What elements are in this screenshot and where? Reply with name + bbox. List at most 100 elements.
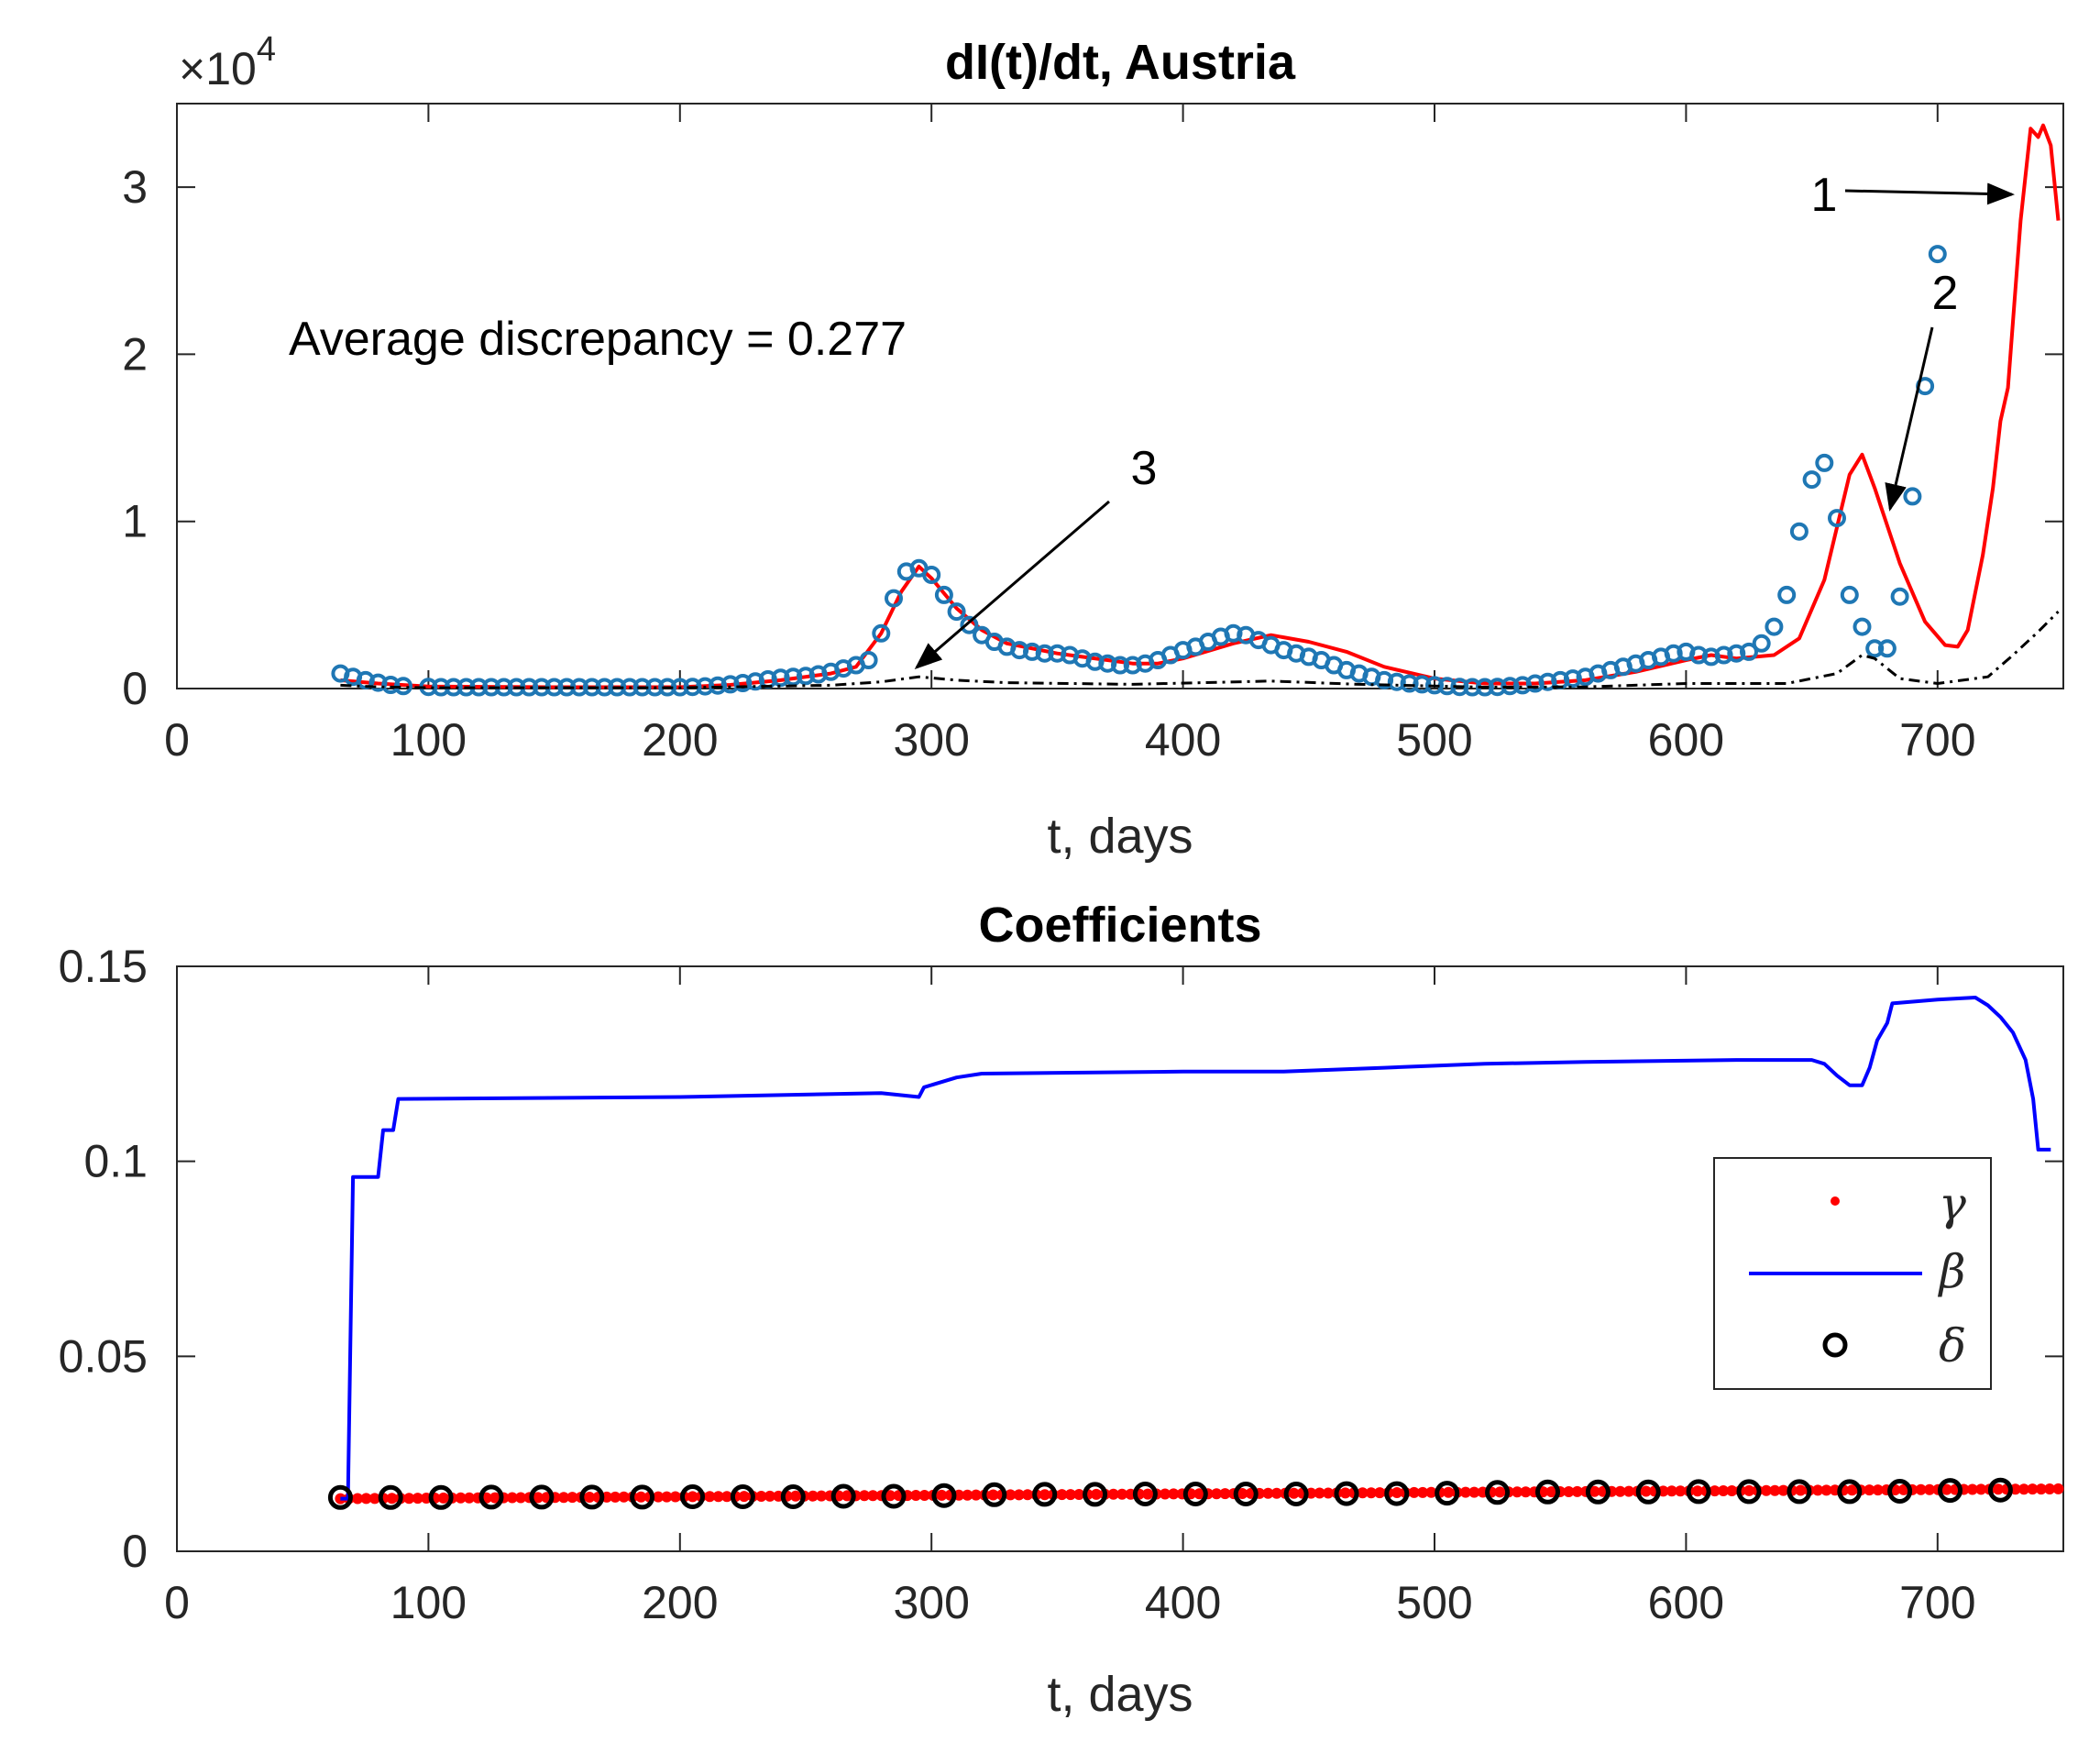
series-bottom-0-dot	[712, 1491, 724, 1503]
chart-top: 0 100 200 300 400 500 600 700 0 1 2 3 dI(t)/dt, Aus…	[122, 30, 2064, 864]
series-bottom-2-marker	[1435, 1481, 1460, 1506]
series-top-1-marker	[1525, 674, 1545, 693]
x-tick-label-bottom: 300	[893, 1577, 969, 1628]
series-top-1-marker	[1035, 644, 1054, 663]
series-group-top	[331, 123, 2061, 697]
series-bottom-2-marker	[680, 1484, 705, 1509]
series-bottom-0-dot	[1563, 1486, 1575, 1497]
x-tick-label-bottom: 400	[1145, 1577, 1221, 1628]
x-tick-label-bottom: 0	[164, 1577, 190, 1628]
series-top-1-marker	[709, 676, 727, 695]
series-top-1-marker	[1023, 642, 1041, 661]
x-tick-label-top: 0	[164, 714, 190, 766]
series-bottom-0-dot	[2035, 1483, 2047, 1495]
series-bottom-0-dot	[841, 1490, 853, 1502]
series-bottom-2-marker	[982, 1482, 1007, 1507]
legend: γ β δ	[1713, 1157, 1992, 1390]
series-bottom-0-dot	[1941, 1483, 1952, 1495]
series-top-1-marker	[1475, 678, 1494, 697]
series-bottom-0-dot	[437, 1492, 449, 1504]
series-top-1-marker	[960, 615, 979, 634]
series-bottom-2-marker	[1132, 1482, 1158, 1506]
series-bottom-0-dot	[885, 1490, 896, 1502]
series-bottom-0-dot	[1743, 1484, 1755, 1496]
series-bottom-0-dot	[790, 1490, 801, 1502]
x-tick-label-top: 200	[642, 714, 718, 766]
series-top-1-marker	[934, 585, 953, 604]
series-bottom-0-dot	[970, 1489, 982, 1501]
series-bottom-0-dot	[1443, 1486, 1455, 1498]
legend-marker-delta	[1822, 1332, 1848, 1358]
series-bottom-0-dot	[1726, 1485, 1738, 1496]
series-top-1-marker	[1752, 634, 1771, 653]
series-top-1-marker	[720, 675, 740, 694]
series-bottom-0-dot	[2052, 1483, 2064, 1494]
series-top-1-marker	[582, 678, 601, 697]
series-top-0-line	[340, 123, 2061, 689]
series-bottom-2-marker	[780, 1484, 806, 1509]
series-bottom-0-dot	[1640, 1485, 1652, 1497]
x-tick-label-top: 400	[1145, 714, 1221, 766]
plot-area-top	[176, 103, 2064, 689]
series-bottom-0-dot	[1193, 1488, 1205, 1500]
series-bottom-2-marker	[1736, 1479, 1762, 1505]
series-bottom-2-marker	[529, 1484, 555, 1510]
series-bottom-2-marker	[327, 1484, 353, 1510]
series-top-1-marker	[1865, 639, 1885, 658]
y-tick-label-top: 2	[122, 328, 148, 380]
series-bottom-0-dot	[1545, 1486, 1557, 1498]
arrow-1	[1844, 182, 2015, 205]
series-bottom-0-dot	[1812, 1484, 1824, 1496]
series-top-1-marker	[683, 678, 702, 697]
series-top-1-marker	[1375, 670, 1394, 689]
series-bottom-0-dot	[1323, 1487, 1334, 1499]
series-bottom-2-marker	[1887, 1479, 1913, 1504]
x-tick-label-top: 600	[1648, 714, 1724, 766]
series-bottom-0-dot	[721, 1491, 732, 1503]
series-top-1-marker	[1664, 644, 1683, 663]
series-bottom-2-marker	[1938, 1478, 1963, 1504]
series-bottom-2-marker	[1686, 1479, 1711, 1505]
y-tick-label-bottom: 0.1	[83, 1136, 148, 1187]
y-tick-label-top: 3	[122, 161, 148, 213]
series-top-1-marker	[1789, 522, 1809, 541]
series-top-1-marker	[885, 589, 903, 608]
series-top-1-marker	[1048, 644, 1067, 663]
series-top-1-marker	[1425, 676, 1444, 695]
series-top-1-marker	[797, 667, 815, 686]
series-bottom-0-dot	[1262, 1487, 1274, 1499]
series-top-1-marker	[1802, 470, 1821, 490]
series-bottom-0-dot	[515, 1492, 527, 1504]
x-tick-label-top: 100	[390, 714, 467, 766]
series-bottom-0-dot	[532, 1492, 544, 1504]
series-bottom-0-dot	[1691, 1485, 1703, 1497]
series-bottom-0-dot	[1795, 1484, 1807, 1496]
arrow-label-2: 2	[1932, 267, 1959, 320]
series-top-1-marker	[1538, 672, 1557, 691]
series-bottom-0-dot	[1005, 1489, 1017, 1501]
series-bottom-0-dot	[489, 1492, 500, 1504]
series-bottom-2-marker	[730, 1484, 755, 1509]
chart-bottom: 0 100 200 300 400 500 600 700 0 0.05 0.1 0.15 Coeff…	[59, 898, 2064, 1722]
series-top-1-marker	[947, 602, 966, 622]
series-bottom-0-dot	[1915, 1483, 1927, 1495]
series-bottom-0-dot	[463, 1492, 475, 1504]
series-bottom-0-dot	[1064, 1489, 1076, 1501]
y-exponent-label: ×104	[179, 30, 276, 94]
legend-marker-gamma	[1831, 1196, 1840, 1206]
series-bottom-0-dot	[412, 1493, 423, 1505]
x-tick-label-bottom: 700	[1899, 1577, 1975, 1628]
series-bottom-2-marker	[1585, 1479, 1611, 1505]
x-axis-label-bottom: t, days	[1047, 1667, 1193, 1722]
series-bottom-0-dot	[1357, 1487, 1369, 1499]
series-bottom-0-dot	[962, 1489, 973, 1501]
series-top-1-marker	[1828, 509, 1846, 528]
series-bottom-2-marker	[478, 1484, 504, 1510]
series-bottom-0-dot	[1520, 1486, 1532, 1498]
series-bottom-0-dot	[1820, 1484, 1832, 1496]
series-bottom-0-dot	[1270, 1487, 1282, 1499]
series-top-1-marker	[733, 674, 753, 692]
series-top-1-marker	[872, 623, 891, 643]
series-bottom-0-dot	[859, 1490, 870, 1502]
series-top-1-marker	[922, 566, 941, 584]
